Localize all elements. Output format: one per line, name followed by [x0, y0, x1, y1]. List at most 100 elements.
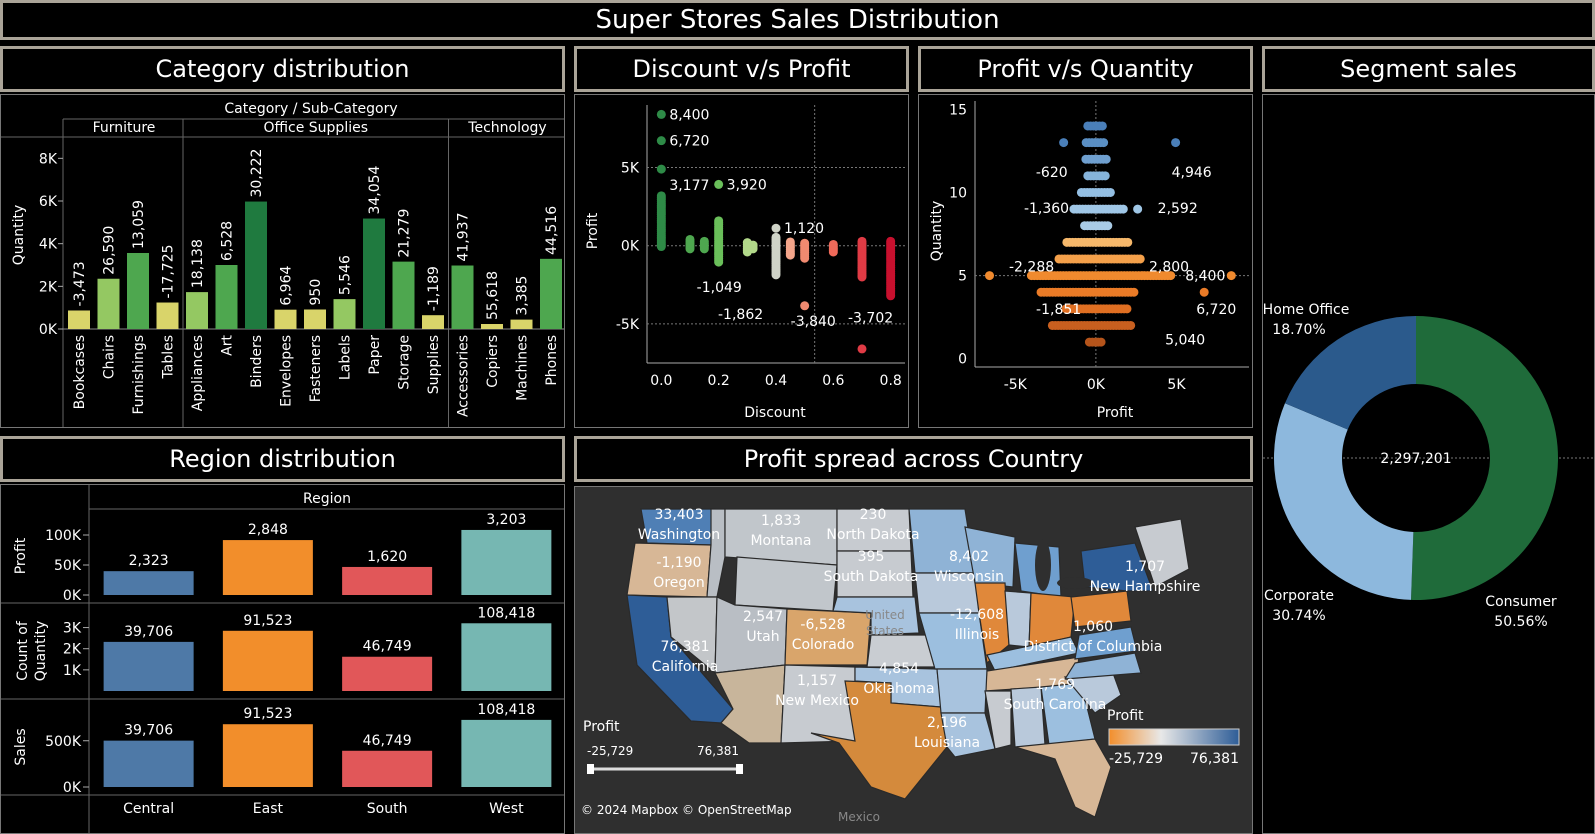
state-pennsylvania [1070, 590, 1132, 628]
scatter-point [1118, 204, 1128, 214]
x-axis-label: Discount [744, 405, 806, 421]
state-name-label: North Dakota [826, 527, 919, 543]
discount-profit-chart: -5K 0K 5K 0.0 0.2 0.4 0.6 0.8 Discount Profit 8,40… [585, 105, 905, 421]
scatter-point [800, 301, 810, 311]
bar-value-label: 41,937 [456, 213, 472, 262]
scatter-point [1135, 254, 1145, 264]
y-tick-label: 1K [63, 663, 82, 679]
scatter-point [1122, 304, 1132, 314]
region-bar-central [103, 641, 194, 691]
y-tick-label: 50K [54, 558, 82, 574]
state-name-label: Oregon [653, 575, 704, 591]
x-tick-label: 0.4 [765, 373, 787, 389]
state-wyoming [734, 556, 838, 612]
state-value-label: 1,833 [761, 513, 801, 529]
scatter-point [857, 344, 867, 354]
us-profit-map[interactable]: 33,403 Washington -1,190 Oregon 1,833 Montana… [575, 487, 1253, 834]
region-bar-south [342, 566, 433, 595]
bar-value-label: 950 [308, 279, 324, 306]
bar-value-label: 21,279 [397, 209, 413, 258]
profit-filter-title: Profit [583, 719, 620, 735]
bar-value-label: 91,523 [243, 613, 292, 629]
map-title-bar: Profit spread across Country [574, 436, 1253, 482]
segment-title: Segment sales [1340, 55, 1517, 83]
state-name-label: New Hampshire [1090, 579, 1201, 595]
state-value-label: -1,190 [656, 555, 701, 571]
scatter-point [714, 216, 724, 226]
scatter-point [714, 179, 724, 189]
y-tick-label: -5K [616, 317, 640, 333]
discount-chart-panel: -5K 0K 5K 0.0 0.2 0.4 0.6 0.8 Discount Profit 8,40… [574, 94, 909, 428]
category-tick-label: Art [220, 334, 236, 355]
scatter-point [1126, 320, 1136, 330]
bar-value-label: 1,620 [367, 549, 407, 565]
discount-title: Discount v/s Profit [632, 55, 851, 83]
point-label: 2,592 [1158, 201, 1198, 217]
state-value-label: 230 [860, 507, 887, 523]
bar-value-label: -3,473 [72, 261, 88, 306]
region-tick-label: South [367, 801, 408, 817]
profitqty-chart-panel: -5K 0K 5K 0 5 10 15 Profit Quantity -620 4,946 -1,3… [918, 94, 1253, 428]
category-tick-label: Machines [515, 335, 531, 401]
bar-value-label: 18,138 [190, 239, 206, 288]
profit-filter-handle-max[interactable] [736, 764, 743, 774]
point-label: 6,720 [669, 134, 709, 150]
y-tick-label: 8K [39, 151, 58, 167]
profit-quantity-chart: -5K 0K 5K 0 5 10 15 Profit Quantity -620 4,946 -1,3… [929, 101, 1249, 421]
y-tick-label: 0K [39, 322, 58, 338]
state-name-label: South Carolina [1004, 697, 1107, 713]
state-name-label: Washington [638, 527, 720, 543]
region-bar-south [342, 750, 433, 787]
category-tick-label: Appliances [190, 335, 206, 411]
category-ylabel: Quantity [11, 205, 27, 266]
y-tick-label: 2K [63, 642, 82, 658]
profit-filter-min: -25,729 [587, 744, 633, 758]
bar-value-label: 108,418 [477, 605, 535, 621]
scatter-point [1100, 171, 1110, 181]
group-label: Office Supplies [263, 120, 368, 136]
bar-value-label: 6,964 [279, 266, 295, 306]
country-label: United [865, 608, 904, 622]
bar-binders [245, 201, 267, 329]
mexico-label: Mexico [838, 810, 880, 824]
profit-filter-handle-min[interactable] [587, 764, 594, 774]
dashboard-title-bar: Super Stores Sales Distribution [0, 0, 1595, 40]
point-label: -620 [1036, 165, 1068, 181]
map-panel[interactable]: 33,403 Washington -1,190 Oregon 1,833 Montana… [574, 486, 1253, 834]
bar-paper [363, 218, 385, 329]
donut-slice-home-office [1284, 316, 1416, 430]
scatter-point [1105, 187, 1115, 197]
region-bar-west [461, 623, 552, 691]
map-title: Profit spread across Country [743, 445, 1084, 473]
state-name-label: Oklahoma [863, 681, 934, 697]
donut-center-total: 2,297,201 [1380, 451, 1451, 467]
point-label: 1,120 [784, 221, 824, 237]
state-value-label: 33,403 [655, 507, 704, 523]
point-label: -1,360 [1024, 201, 1069, 217]
state-name-label: Illinois [955, 627, 999, 643]
region-chart: Region Profit 0K 50K 100K 2,323 2,848 1,620 3,20… [1, 485, 564, 833]
state-northcarolina [1063, 652, 1142, 680]
y-tick-label: 5K [621, 161, 640, 177]
category-tick-label: Paper [367, 335, 383, 375]
region-tick-label: Central [123, 801, 174, 817]
segment-name-label: Home Office [1263, 302, 1349, 318]
scatter-point [828, 239, 838, 249]
x-tick-label: -5K [1004, 377, 1028, 393]
region-title-bar: Region distribution [0, 436, 565, 482]
state-value-label: 1,707 [1125, 559, 1165, 575]
scatter-point [1129, 287, 1139, 297]
scatter-point [1097, 121, 1107, 131]
bar-copiers [481, 324, 503, 329]
scatter-point [1101, 154, 1111, 164]
category-tick-label: Copiers [485, 335, 501, 388]
discount-title-bar: Discount v/s Profit [574, 46, 909, 92]
dashboard-title: Super Stores Sales Distribution [595, 5, 1000, 35]
point-label: -3,702 [848, 311, 893, 327]
state-name-label: New Mexico [775, 693, 859, 709]
row-label: Profit [13, 537, 29, 574]
y-tick-label: 5 [958, 269, 967, 285]
bar-value-label: -1,189 [426, 266, 442, 311]
lake-michigan [1035, 539, 1051, 591]
y-axis-label: Quantity [929, 201, 945, 262]
